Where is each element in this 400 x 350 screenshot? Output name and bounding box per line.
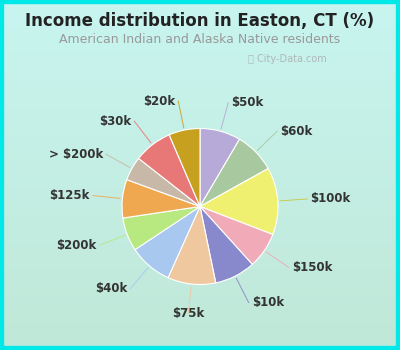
Wedge shape xyxy=(168,206,216,285)
Wedge shape xyxy=(200,169,278,234)
Wedge shape xyxy=(200,139,268,206)
Wedge shape xyxy=(200,128,240,206)
Text: $125k: $125k xyxy=(50,189,90,202)
Text: $10k: $10k xyxy=(252,296,284,309)
Text: $100k: $100k xyxy=(310,193,351,205)
Wedge shape xyxy=(200,206,273,264)
Text: $75k: $75k xyxy=(172,307,204,320)
Wedge shape xyxy=(200,206,252,283)
Text: Income distribution in Easton, CT (%): Income distribution in Easton, CT (%) xyxy=(26,12,374,30)
Wedge shape xyxy=(122,180,200,218)
Wedge shape xyxy=(135,206,200,278)
Text: $150k: $150k xyxy=(292,261,332,274)
Wedge shape xyxy=(138,135,200,206)
Text: $40k: $40k xyxy=(95,282,127,295)
Wedge shape xyxy=(127,159,200,206)
Wedge shape xyxy=(169,128,200,206)
Text: > $200k: > $200k xyxy=(48,148,103,161)
Text: $200k: $200k xyxy=(56,239,96,252)
Text: ⓘ City-Data.com: ⓘ City-Data.com xyxy=(248,54,327,64)
Text: $20k: $20k xyxy=(143,94,175,107)
Text: $30k: $30k xyxy=(99,115,131,128)
Text: $50k: $50k xyxy=(231,96,264,109)
Wedge shape xyxy=(123,206,200,250)
Text: American Indian and Alaska Native residents: American Indian and Alaska Native reside… xyxy=(60,33,340,46)
Text: $60k: $60k xyxy=(280,125,312,138)
